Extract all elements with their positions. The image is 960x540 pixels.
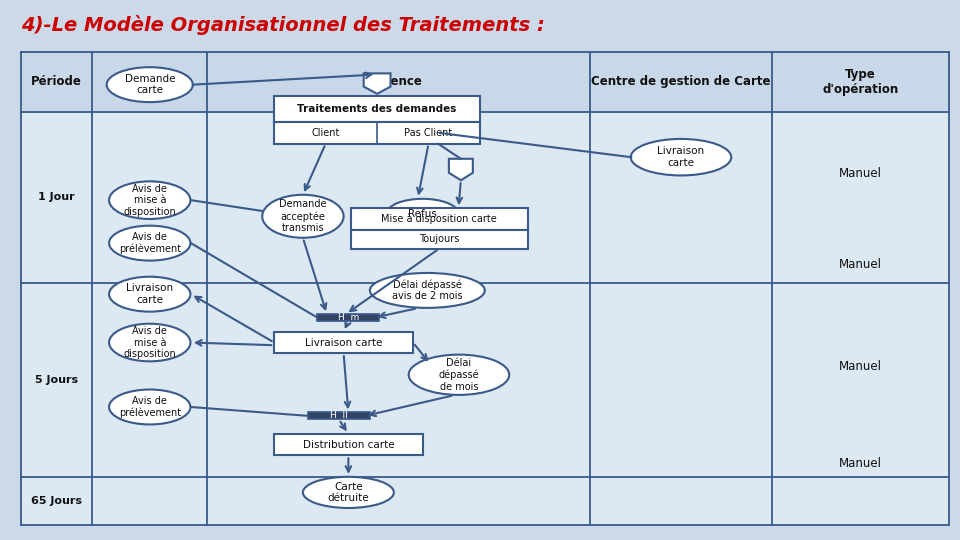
Bar	[275, 122, 480, 144]
Text: H  m: H m	[338, 313, 359, 322]
Ellipse shape	[631, 139, 732, 176]
Bar	[275, 332, 413, 353]
Text: Demande
acceptée
transmis: Demande acceptée transmis	[279, 199, 326, 233]
Text: Demande
carte: Demande carte	[125, 74, 175, 96]
Text: Livraison
carte: Livraison carte	[658, 146, 705, 168]
Bar	[350, 230, 528, 248]
Ellipse shape	[109, 323, 190, 361]
Text: Toujours: Toujours	[420, 234, 460, 244]
Bar	[317, 314, 379, 321]
Ellipse shape	[109, 276, 190, 312]
Text: Centre de gestion de Carte: Centre de gestion de Carte	[591, 76, 771, 89]
Text: 5 Jours: 5 Jours	[35, 375, 78, 385]
Ellipse shape	[409, 355, 509, 395]
Text: Carte
détruite: Carte détruite	[327, 482, 370, 503]
Text: Mise à disposition carte: Mise à disposition carte	[381, 214, 497, 224]
Text: Manuel: Manuel	[839, 167, 882, 180]
Text: Avis de
mise à
disposition: Avis de mise à disposition	[124, 326, 176, 359]
Text: Délai
dépassé
de mois: Délai dépassé de mois	[439, 358, 479, 392]
Text: Client: Client	[311, 128, 340, 138]
Ellipse shape	[107, 67, 193, 102]
Bar	[350, 208, 528, 230]
Bar	[20, 52, 949, 112]
Text: Avis de
mise à
disposition: Avis de mise à disposition	[124, 184, 176, 217]
Bar	[275, 434, 422, 455]
Text: Traitements des demandes: Traitements des demandes	[298, 104, 457, 114]
Polygon shape	[449, 159, 473, 180]
Bar	[308, 413, 370, 420]
Text: Type
d'opération: Type d'opération	[823, 68, 899, 96]
Text: Pas Client: Pas Client	[404, 128, 453, 138]
Text: 65 Jours: 65 Jours	[31, 496, 82, 506]
Text: Délai dépassé
avis de 2 mois: Délai dépassé avis de 2 mois	[392, 279, 463, 301]
Text: Manuel: Manuel	[839, 360, 882, 373]
Ellipse shape	[387, 199, 459, 228]
Bar	[275, 97, 480, 122]
Text: Manuel: Manuel	[839, 258, 882, 271]
Ellipse shape	[109, 389, 190, 424]
Text: Demandeur: Demandeur	[111, 76, 188, 89]
Bar	[20, 112, 949, 284]
Text: Refus: Refus	[408, 208, 437, 219]
Text: H  II: H II	[330, 411, 348, 420]
Ellipse shape	[109, 181, 190, 219]
Text: Livraison
carte: Livraison carte	[126, 284, 174, 305]
Polygon shape	[364, 73, 391, 94]
Text: Période: Période	[31, 76, 82, 89]
Text: Agence: Agence	[374, 76, 423, 89]
Text: 1 Jour: 1 Jour	[38, 192, 75, 202]
Ellipse shape	[109, 226, 190, 261]
Text: Livraison carte: Livraison carte	[305, 338, 382, 348]
Text: Manuel: Manuel	[839, 457, 882, 470]
Text: 4)-Le Modèle Organisationnel des Traitements :: 4)-Le Modèle Organisationnel des Traitem…	[20, 15, 544, 35]
Bar	[20, 284, 949, 477]
Ellipse shape	[370, 273, 485, 308]
Ellipse shape	[303, 477, 394, 508]
Ellipse shape	[262, 195, 344, 238]
Bar	[20, 477, 949, 525]
Text: Avis de
prélèvement: Avis de prélèvement	[119, 396, 180, 418]
Text: Avis de
prélèvement: Avis de prélèvement	[119, 232, 180, 254]
Text: Distribution carte: Distribution carte	[302, 440, 395, 450]
